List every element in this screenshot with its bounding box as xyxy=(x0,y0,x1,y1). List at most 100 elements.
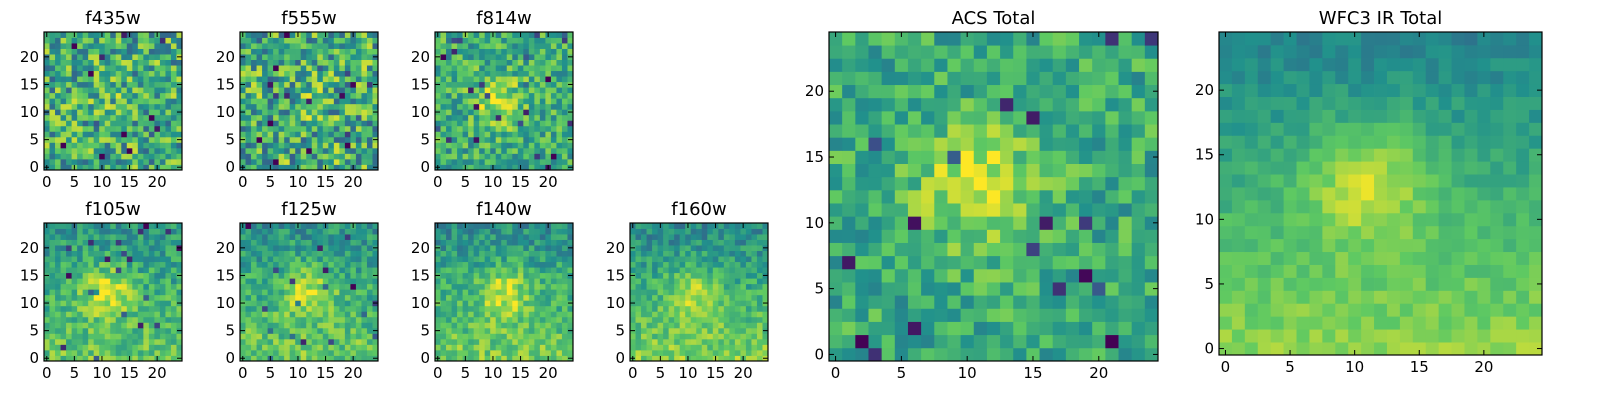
heatmap-cell xyxy=(110,223,116,229)
x-tick-label: 15 xyxy=(316,173,335,191)
heatmap-cell xyxy=(149,289,155,295)
heatmap-cell xyxy=(696,256,702,262)
heatmap-cell xyxy=(685,328,691,334)
heatmap-cell xyxy=(88,104,94,110)
heatmap-cell xyxy=(479,71,485,77)
heatmap-cell xyxy=(713,256,719,262)
heatmap-cell xyxy=(262,148,268,154)
heatmap-cell xyxy=(545,142,551,148)
heatmap-cell xyxy=(367,137,373,143)
heatmap-cell xyxy=(312,104,318,110)
heatmap-cell xyxy=(138,54,144,60)
heatmap-cell xyxy=(757,317,763,323)
heatmap-cell xyxy=(251,333,257,339)
heatmap-cell xyxy=(72,317,78,323)
heatmap-cell xyxy=(669,267,675,273)
heatmap-cell xyxy=(72,251,78,257)
heatmap-cell xyxy=(55,115,61,121)
heatmap-cell xyxy=(658,289,664,295)
heatmap-cell xyxy=(290,344,296,350)
heatmap-cell xyxy=(446,256,452,262)
heatmap-cell xyxy=(149,104,155,110)
heatmap-cell xyxy=(1092,308,1106,322)
heatmap-cell xyxy=(350,148,356,154)
heatmap-cell xyxy=(55,273,61,279)
heatmap-cell xyxy=(562,328,568,334)
heatmap-cell xyxy=(323,38,329,44)
heatmap-cell xyxy=(496,82,502,88)
heatmap-cell xyxy=(518,126,524,132)
heatmap-cell xyxy=(468,131,474,137)
heatmap-cell xyxy=(50,137,56,143)
heatmap-cell xyxy=(317,153,323,159)
heatmap-cell xyxy=(295,317,301,323)
heatmap-cell xyxy=(345,234,351,240)
heatmap-cell xyxy=(501,54,507,60)
heatmap-cell xyxy=(361,278,367,284)
heatmap-cell xyxy=(441,251,447,257)
heatmap-cell xyxy=(284,333,290,339)
heatmap-cell xyxy=(724,317,730,323)
heatmap-cell xyxy=(154,328,160,334)
heatmap-cell xyxy=(463,240,469,246)
heatmap-cell xyxy=(523,71,529,77)
heatmap-cell xyxy=(171,262,177,268)
heatmap-cell xyxy=(1145,243,1159,257)
heatmap-cell xyxy=(268,120,274,126)
heatmap-cell xyxy=(556,60,562,66)
heatmap-cell xyxy=(105,350,111,356)
heatmap-cell xyxy=(105,93,111,99)
heatmap-cell xyxy=(273,115,279,121)
heatmap-cell xyxy=(279,273,285,279)
heatmap-cell xyxy=(251,98,257,104)
heatmap-cell xyxy=(257,148,263,154)
heatmap-cell xyxy=(724,267,730,273)
heatmap-cell xyxy=(685,278,691,284)
heatmap-cell xyxy=(947,308,961,322)
heatmap-cell xyxy=(630,306,636,312)
heatmap-cell xyxy=(88,344,94,350)
heatmap-cell xyxy=(105,256,111,262)
heatmap-cell xyxy=(121,300,127,306)
heatmap-cell xyxy=(105,153,111,159)
heatmap-cell xyxy=(138,306,144,312)
heatmap-cell xyxy=(121,82,127,88)
heatmap-cell xyxy=(257,234,263,240)
heatmap-cell xyxy=(251,251,257,257)
heatmap-cell xyxy=(361,234,367,240)
heatmap-cell xyxy=(138,262,144,268)
heatmap-cell xyxy=(523,115,529,121)
heatmap-cell xyxy=(551,273,557,279)
heatmap-cell xyxy=(523,339,529,345)
heatmap-cell xyxy=(44,278,50,284)
heatmap-cell xyxy=(523,328,529,334)
heatmap-cell xyxy=(463,273,469,279)
heatmap-cell xyxy=(257,54,263,60)
heatmap-cell xyxy=(66,87,72,93)
heatmap-cell xyxy=(257,87,263,93)
heatmap-cell xyxy=(149,159,155,165)
heatmap-cell xyxy=(921,269,935,283)
heatmap-cell xyxy=(154,295,160,301)
heatmap-cell xyxy=(339,223,345,229)
y-tick-label: 5 xyxy=(29,131,39,149)
heatmap-cell xyxy=(284,109,290,115)
heatmap-cell xyxy=(165,245,171,251)
heatmap-cell xyxy=(105,131,111,137)
heatmap-cell xyxy=(345,159,351,165)
heatmap-cell xyxy=(908,229,922,243)
heatmap-cell xyxy=(556,344,562,350)
heatmap-cell xyxy=(641,322,647,328)
heatmap-cell xyxy=(273,54,279,60)
heatmap-cell xyxy=(350,115,356,121)
heatmap-cell xyxy=(240,126,246,132)
heatmap-cell xyxy=(279,148,285,154)
heatmap-cell xyxy=(501,339,507,345)
heatmap-cell xyxy=(1013,229,1027,243)
heatmap-cell xyxy=(361,273,367,279)
heatmap-cell xyxy=(165,229,171,235)
heatmap-cell xyxy=(160,295,166,301)
heatmap-cell xyxy=(339,344,345,350)
heatmap-cell xyxy=(545,82,551,88)
heatmap-cell xyxy=(490,109,496,115)
